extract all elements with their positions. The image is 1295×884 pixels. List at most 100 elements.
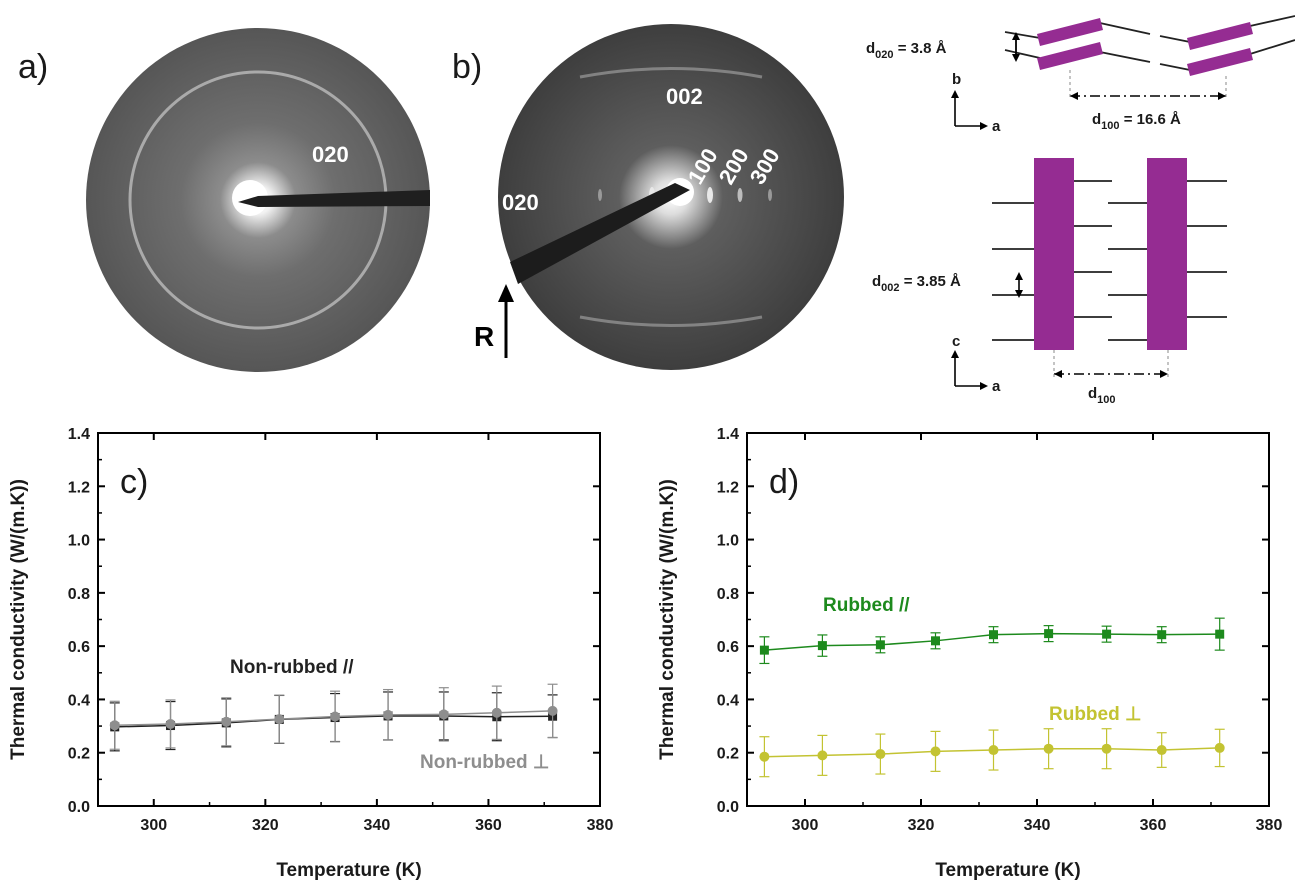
- y-tick-label: 0.0: [68, 799, 90, 816]
- data-point: [875, 749, 886, 760]
- lamella-2-upper: [1187, 22, 1253, 50]
- panel-a: a) 020: [18, 28, 430, 372]
- y-tick-label: 0.6: [68, 639, 90, 656]
- reflection-left-2: [598, 189, 602, 201]
- data-point: [383, 709, 394, 720]
- axis-c-label: c: [952, 333, 960, 350]
- series-label: Rubbed //: [823, 595, 910, 616]
- data-point: [931, 636, 940, 646]
- x-axis-title: Temperature (K): [935, 860, 1080, 881]
- data-point: [875, 640, 885, 650]
- panel-a-label: a): [18, 48, 48, 86]
- x-tick-label: 360: [475, 817, 502, 834]
- x-tick-label: 320: [252, 817, 279, 834]
- data-point: [491, 707, 502, 718]
- data-point: [109, 720, 120, 731]
- y-tick-label: 1.4: [717, 426, 739, 443]
- arc-002-top: [579, 67, 763, 79]
- y-tick-label: 0.4: [68, 692, 90, 709]
- axis-arrowheads-bottom: [951, 350, 988, 390]
- x-tick-label: 320: [908, 817, 935, 834]
- data-point: [930, 746, 941, 757]
- data-point: [988, 745, 999, 756]
- side-chains-bottom: [992, 180, 1227, 341]
- series-label: Non-rubbed ⊥: [420, 752, 549, 773]
- panel-b-label: b): [452, 48, 482, 86]
- y-tick-label: 0.4: [717, 692, 739, 709]
- reflection-200: [737, 188, 743, 202]
- ring-label-002: 002: [666, 84, 703, 109]
- d100-arrowheads-bottom: [1054, 370, 1168, 378]
- rubbing-direction-label: R: [474, 321, 494, 352]
- axis-a-label-top: a: [992, 118, 1001, 135]
- series-label: Non-rubbed //: [230, 657, 354, 678]
- beam-stop-b: [510, 183, 690, 284]
- y-tick-label: 1.4: [68, 426, 90, 443]
- chart-d: 0.0 0.2 0.4 0.6 0.8 1.0 1.2 1.4 300 320 340 360 380 T…: [657, 426, 1282, 881]
- axis-b-label: b: [952, 71, 961, 88]
- data-point: [1043, 743, 1054, 754]
- ring-label-020-a: 020: [312, 142, 349, 167]
- side-chains-upper: [1004, 15, 1295, 43]
- axis-a-label-bottom: a: [992, 378, 1001, 395]
- y-tick-label: 1.0: [717, 533, 739, 550]
- x-axis-title: Temperature (K): [276, 860, 421, 881]
- schematic-top: d020 = 3.8 Å d100 = 16.6 Å b a: [866, 15, 1295, 135]
- y-axis-title: Thermal conductivity (W/(m.K)): [657, 479, 678, 760]
- y-tick-label: 1.0: [68, 533, 90, 550]
- axis-arrowheads-top: [951, 90, 988, 130]
- d020-arrowheads: [1012, 32, 1020, 62]
- data-point: [1214, 742, 1225, 753]
- y-axis-title: Thermal conductivity (W/(m.K)): [8, 479, 29, 760]
- data-point: [1102, 629, 1112, 639]
- panel-b: b) 002 020 100 200 300 R: [452, 24, 844, 370]
- data-point: [817, 750, 828, 761]
- d002-arrowheads: [1015, 272, 1023, 298]
- panel-label: d): [769, 463, 799, 501]
- y-tick-label: 0.2: [68, 746, 90, 763]
- lamella-column-1: [1034, 158, 1074, 350]
- d020-label: d020 = 3.8 Å: [866, 40, 947, 61]
- data-point: [989, 630, 998, 640]
- data-point: [817, 641, 827, 651]
- lamella-1-lower: [1037, 42, 1103, 70]
- x-tick-label: 300: [140, 817, 167, 834]
- x-tick-label: 340: [364, 817, 391, 834]
- ring-label-020-b: 020: [502, 190, 539, 215]
- x-tick-label: 380: [587, 817, 614, 834]
- d100-label-bottom: d100: [1088, 385, 1116, 406]
- data-point: [1101, 743, 1112, 754]
- reflection-300: [768, 189, 772, 201]
- x-tick-label: 340: [1024, 817, 1051, 834]
- y-tick-label: 0.8: [68, 586, 90, 603]
- reflection-100-right: [707, 187, 713, 203]
- x-tick-label: 300: [792, 817, 819, 834]
- data-point: [1044, 629, 1054, 639]
- data-point: [221, 716, 232, 727]
- data-point: [438, 709, 449, 720]
- d100-label-top: d100 = 16.6 Å: [1092, 111, 1181, 132]
- lamella-1-upper: [1037, 18, 1103, 46]
- arc-002-bottom: [579, 315, 763, 327]
- chart-c: 0.0 0.2 0.4 0.6 0.8 1.0 1.2 1.4 300 320 340 360 380 T…: [8, 426, 613, 881]
- y-tick-label: 0.0: [717, 799, 739, 816]
- y-tick-label: 0.2: [717, 746, 739, 763]
- y-tick-label: 0.8: [717, 586, 739, 603]
- data-point: [759, 645, 769, 655]
- y-tick-label: 1.2: [68, 479, 90, 496]
- schematic-bottom: d002 = 3.85 Å d100 c a: [872, 158, 1227, 406]
- data-point: [1215, 629, 1225, 639]
- x-tick-label: 380: [1256, 817, 1283, 834]
- data-point: [1156, 745, 1167, 756]
- data-point: [759, 751, 770, 762]
- series-label: Rubbed ⊥: [1049, 704, 1142, 725]
- d002-label: d002 = 3.85 Å: [872, 273, 961, 294]
- data-point: [547, 705, 558, 716]
- side-chains-lower: [1004, 39, 1295, 71]
- data-point: [165, 718, 176, 729]
- rubbing-arrow-head: [498, 284, 514, 302]
- y-tick-label: 0.6: [717, 639, 739, 656]
- beam-stop-a: [238, 190, 430, 207]
- data-point: [330, 711, 341, 722]
